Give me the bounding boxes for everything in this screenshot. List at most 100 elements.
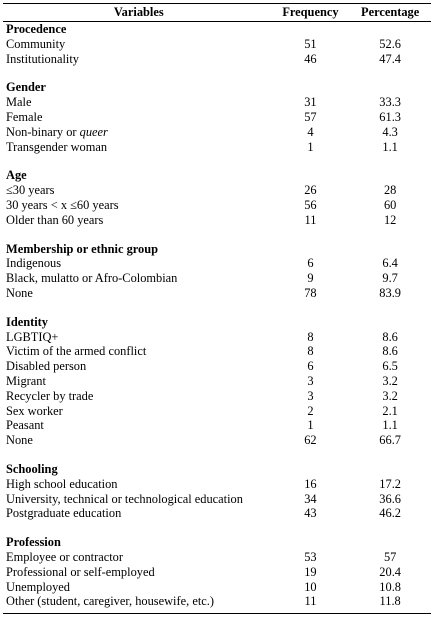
row-percentage: 57	[383, 549, 397, 564]
row-label: Disabled person	[6, 359, 87, 374]
table-row: High school education 16 17.2	[3, 477, 431, 492]
bottom-rule	[3, 609, 431, 615]
row-percentage: 3.2	[382, 373, 398, 388]
table-body: Procedence Community 51 52.6 Institutionalit…	[3, 22, 431, 610]
section-title: Membership or ethnic group	[6, 241, 159, 256]
table-row: Disabled person 6 6.5	[3, 359, 431, 374]
table-row: Black, mulatto or Afro-Colombian 9 9.7	[3, 271, 431, 286]
row-label: Other (student, caregiver, housewife, et…	[6, 594, 214, 609]
section-title: Gender	[6, 80, 46, 95]
row-frequency: 9	[307, 271, 314, 286]
section-title: Profession	[6, 535, 61, 550]
row-label: Older than 60 years	[6, 212, 104, 227]
section-title: Identity	[6, 314, 48, 329]
row-frequency: 26	[304, 183, 317, 198]
row-frequency: 62	[304, 433, 317, 448]
row-frequency: 6	[307, 256, 314, 271]
row-percentage: 6.5	[382, 359, 398, 374]
section-spacer	[3, 448, 431, 462]
section-spacer	[3, 154, 431, 168]
demographics-table: Variables Frequency Percentage Procedenc…	[3, 3, 431, 615]
row-frequency: 1	[307, 139, 314, 154]
row-frequency: 11	[304, 212, 317, 227]
row-label: 30 years < x ≤60 years	[6, 197, 119, 212]
row-percentage: 3.2	[382, 388, 398, 403]
table-row: Recycler by trade 3 3.2	[3, 389, 431, 404]
row-label: Sex worker	[6, 403, 63, 418]
row-frequency: 16	[304, 476, 317, 491]
row-percentage: 61.3	[379, 109, 401, 124]
row-percentage: 11.8	[379, 594, 401, 609]
row-label: Institutionality	[6, 51, 79, 66]
table-row: Unemployed 10 10.8	[3, 580, 431, 595]
table-row: Victim of the armed conflict 8 8.6	[3, 344, 431, 359]
row-frequency: 43	[304, 506, 317, 521]
section-title-row: Schooling	[3, 462, 431, 477]
table-row: Male 31 33.3	[3, 95, 431, 110]
row-frequency: 19	[304, 564, 317, 579]
table-row: 30 years < x ≤60 years 56 60	[3, 198, 431, 213]
table-row: Postgraduate education 43 46.2	[3, 506, 431, 521]
row-label: ≤30 years	[6, 183, 55, 198]
header-percentage: Percentage	[349, 3, 431, 22]
row-frequency: 10	[304, 579, 317, 594]
row-label: Indigenous	[6, 256, 62, 271]
table-row: None 62 66.7	[3, 433, 431, 448]
row-frequency: 31	[304, 95, 317, 110]
table-row: Employee or contractor 53 57	[3, 550, 431, 565]
table-row: Transgender woman 1 1.1	[3, 140, 431, 155]
table-row: LGBTIQ+ 8 8.6	[3, 330, 431, 345]
row-frequency: 8	[307, 344, 314, 359]
row-label: Unemployed	[6, 579, 71, 594]
row-frequency: 8	[307, 329, 314, 344]
row-percentage: 66.7	[379, 433, 401, 448]
row-label: LGBTIQ+	[6, 329, 59, 344]
row-label: Male	[6, 95, 32, 110]
italic-term: queer	[79, 124, 108, 139]
section-title-row: Identity	[3, 315, 431, 330]
header-row: Variables Frequency Percentage	[3, 3, 431, 22]
row-percentage: 6.4	[382, 256, 398, 271]
row-frequency: 3	[307, 373, 314, 388]
row-frequency: 78	[304, 285, 317, 300]
row-label: Black, mulatto or Afro-Colombian	[6, 271, 178, 286]
section-title-row: Age	[3, 168, 431, 183]
section-spacer	[3, 521, 431, 535]
row-percentage: 28	[383, 183, 397, 198]
row-frequency: 2	[307, 403, 314, 418]
row-percentage: 8.6	[382, 344, 398, 359]
row-percentage: 52.6	[379, 36, 401, 51]
row-percentage: 1.1	[382, 139, 398, 154]
table-row: Female 57 61.3	[3, 110, 431, 125]
row-frequency: 6	[307, 359, 314, 374]
row-frequency: 3	[307, 388, 314, 403]
table-row: Institutionality 46 47.4	[3, 52, 431, 67]
row-label: Migrant	[6, 373, 46, 388]
row-percentage: 1.1	[382, 418, 398, 433]
table-row: Migrant 3 3.2	[3, 374, 431, 389]
row-frequency: 1	[307, 418, 314, 433]
row-frequency: 53	[304, 549, 317, 564]
row-label: Professional or self-employed	[6, 564, 155, 579]
section-title-row: Membership or ethnic group	[3, 242, 431, 257]
table-row: Peasant 1 1.1	[3, 418, 431, 433]
table-row: ≤30 years 26 28	[3, 183, 431, 198]
row-percentage: 17.2	[379, 476, 401, 491]
row-label: None	[6, 433, 33, 448]
row-label: Peasant	[6, 418, 44, 433]
row-frequency: 4	[307, 124, 314, 139]
section-spacer	[3, 301, 431, 315]
row-percentage: 20.4	[379, 564, 401, 579]
row-percentage: 60	[383, 197, 397, 212]
row-percentage: 47.4	[379, 51, 401, 66]
row-frequency: 34	[304, 491, 317, 506]
row-label: Female	[6, 109, 43, 124]
row-frequency: 51	[304, 36, 317, 51]
header-frequency: Frequency	[271, 3, 350, 22]
section-spacer	[3, 228, 431, 242]
table-row: Other (student, caregiver, housewife, et…	[3, 594, 431, 609]
table-row: Indigenous 6 6.4	[3, 256, 431, 271]
table-row: Sex worker 2 2.1	[3, 404, 431, 419]
row-frequency: 56	[304, 197, 317, 212]
row-percentage: 8.6	[382, 329, 398, 344]
